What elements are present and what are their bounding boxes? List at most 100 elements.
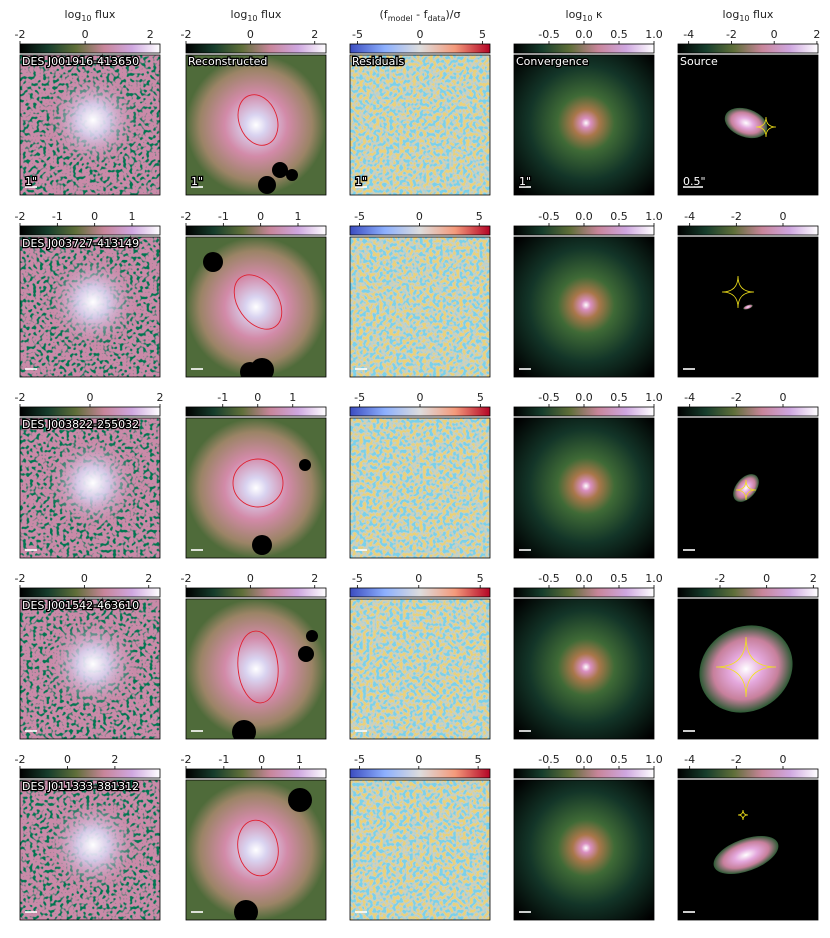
colorbar-tick-label: 1.0: [645, 572, 663, 585]
critical-curve: [232, 458, 284, 508]
colorbar: [513, 406, 655, 417]
source: [743, 304, 753, 310]
image-frame: [19, 598, 161, 740]
image-panel: [678, 418, 818, 558]
title-subscript: 10: [739, 14, 749, 23]
caustic: [735, 479, 757, 501]
image-glow: [48, 800, 138, 890]
colorbar-tick-label: 0: [247, 28, 254, 41]
image-panel: [514, 55, 654, 195]
scale-label: 0.5": [683, 175, 706, 188]
image-glow: [48, 75, 138, 165]
colorbar: [677, 768, 819, 779]
colorbar: [349, 225, 491, 236]
colorbar: [677, 225, 819, 236]
image-panel: [20, 599, 160, 739]
image-frame: [185, 54, 327, 196]
colorbar: [19, 587, 161, 598]
colorbar-tick-label: -0.5: [538, 210, 559, 223]
image-bg: [186, 418, 326, 558]
colorbar-tick-label: -2: [15, 28, 26, 41]
colorbar-tick-label: -5: [354, 210, 365, 223]
colorbar-tick-label: -1: [218, 753, 229, 766]
image-panel: [678, 599, 818, 739]
image-frame: [349, 54, 491, 196]
title-part: (f: [380, 8, 389, 21]
image-glow: [48, 438, 138, 528]
colorbar: [513, 225, 655, 236]
colorbar-tick-label: 5: [479, 28, 486, 41]
image-panel: [514, 237, 654, 377]
colorbar-tick-label: -2: [181, 210, 192, 223]
column-title: (fmodel - fdata)/σ: [380, 8, 461, 23]
colorbar-tick-label: -4: [683, 28, 694, 41]
image-frame: [185, 417, 327, 559]
convergence: [514, 237, 654, 377]
colorbar-tick-label: -0.5: [538, 28, 559, 41]
mask-blob: [252, 535, 272, 555]
colorbar-tick-label: -1: [52, 210, 63, 223]
colorbar-tick-label: -0.5: [538, 391, 559, 404]
image-panel: [186, 780, 326, 920]
colorbar-tick-label: 0: [763, 572, 770, 585]
critical-curve: [233, 274, 283, 330]
colorbar-tick-label: -2: [181, 28, 192, 41]
critical-curve: [237, 94, 279, 146]
colorbar-tick-label: 1: [296, 753, 303, 766]
colorbar: [19, 406, 161, 417]
image-panel: [678, 55, 818, 195]
image-panel: [186, 237, 326, 377]
colorbar: [19, 225, 161, 236]
image-frame: [19, 236, 161, 378]
title-part: - f: [413, 8, 429, 21]
colorbar: [349, 587, 491, 598]
title-subscript: 10: [247, 14, 257, 23]
colorbar-tick-label: 2: [157, 391, 164, 404]
colorbar-tick-label: -2: [15, 753, 26, 766]
image-frame: [513, 417, 655, 559]
critical-curve: [237, 630, 279, 704]
image-panel: [20, 55, 160, 195]
image-frame: [185, 779, 327, 921]
source: [713, 835, 779, 875]
panel-label: Convergence: [516, 55, 589, 68]
colorbar-tick-label: 2: [311, 28, 318, 41]
colorbar-tick-label: 1: [295, 210, 302, 223]
colorbar-tick-label: -2: [731, 210, 742, 223]
colorbar-tick-label: -0.5: [538, 572, 559, 585]
colorbar-tick-label: -5: [352, 28, 363, 41]
image-frame: [677, 236, 819, 378]
image-frame: [677, 54, 819, 196]
mask-blob: [286, 169, 298, 181]
title-subscript: model: [388, 14, 413, 23]
column-title: log10 flux: [65, 8, 116, 23]
colorbar-tick-label: 0: [416, 210, 423, 223]
mask-blob: [288, 788, 312, 812]
caustic: [721, 275, 755, 309]
scale-label: 1": [191, 175, 203, 188]
source: [699, 625, 793, 713]
mask-blob: [234, 900, 258, 920]
colorbar-tick-label: 0: [417, 28, 424, 41]
source: [733, 474, 759, 502]
colorbar-tick-label: -5: [354, 753, 365, 766]
colorbar-tick-label: 0: [257, 210, 264, 223]
image-panel: [514, 599, 654, 739]
image-noise: [350, 55, 490, 195]
image-frame: [513, 236, 655, 378]
image-panel: [186, 418, 326, 558]
mask-blob: [298, 646, 314, 662]
image-frame: [19, 54, 161, 196]
colorbar-tick-label: 0: [64, 753, 71, 766]
colorbar: [513, 768, 655, 779]
colorbar: [513, 587, 655, 598]
title-part: κ: [592, 8, 602, 21]
colorbar-tick-label: 0: [780, 753, 787, 766]
caustic: [737, 809, 749, 821]
colorbar-tick-label: -1: [218, 210, 229, 223]
mask-blob: [232, 720, 256, 739]
colorbar-tick-label: -0.5: [538, 753, 559, 766]
colorbar-tick-label: 0: [81, 572, 88, 585]
colorbar-tick-label: 1.0: [645, 753, 663, 766]
